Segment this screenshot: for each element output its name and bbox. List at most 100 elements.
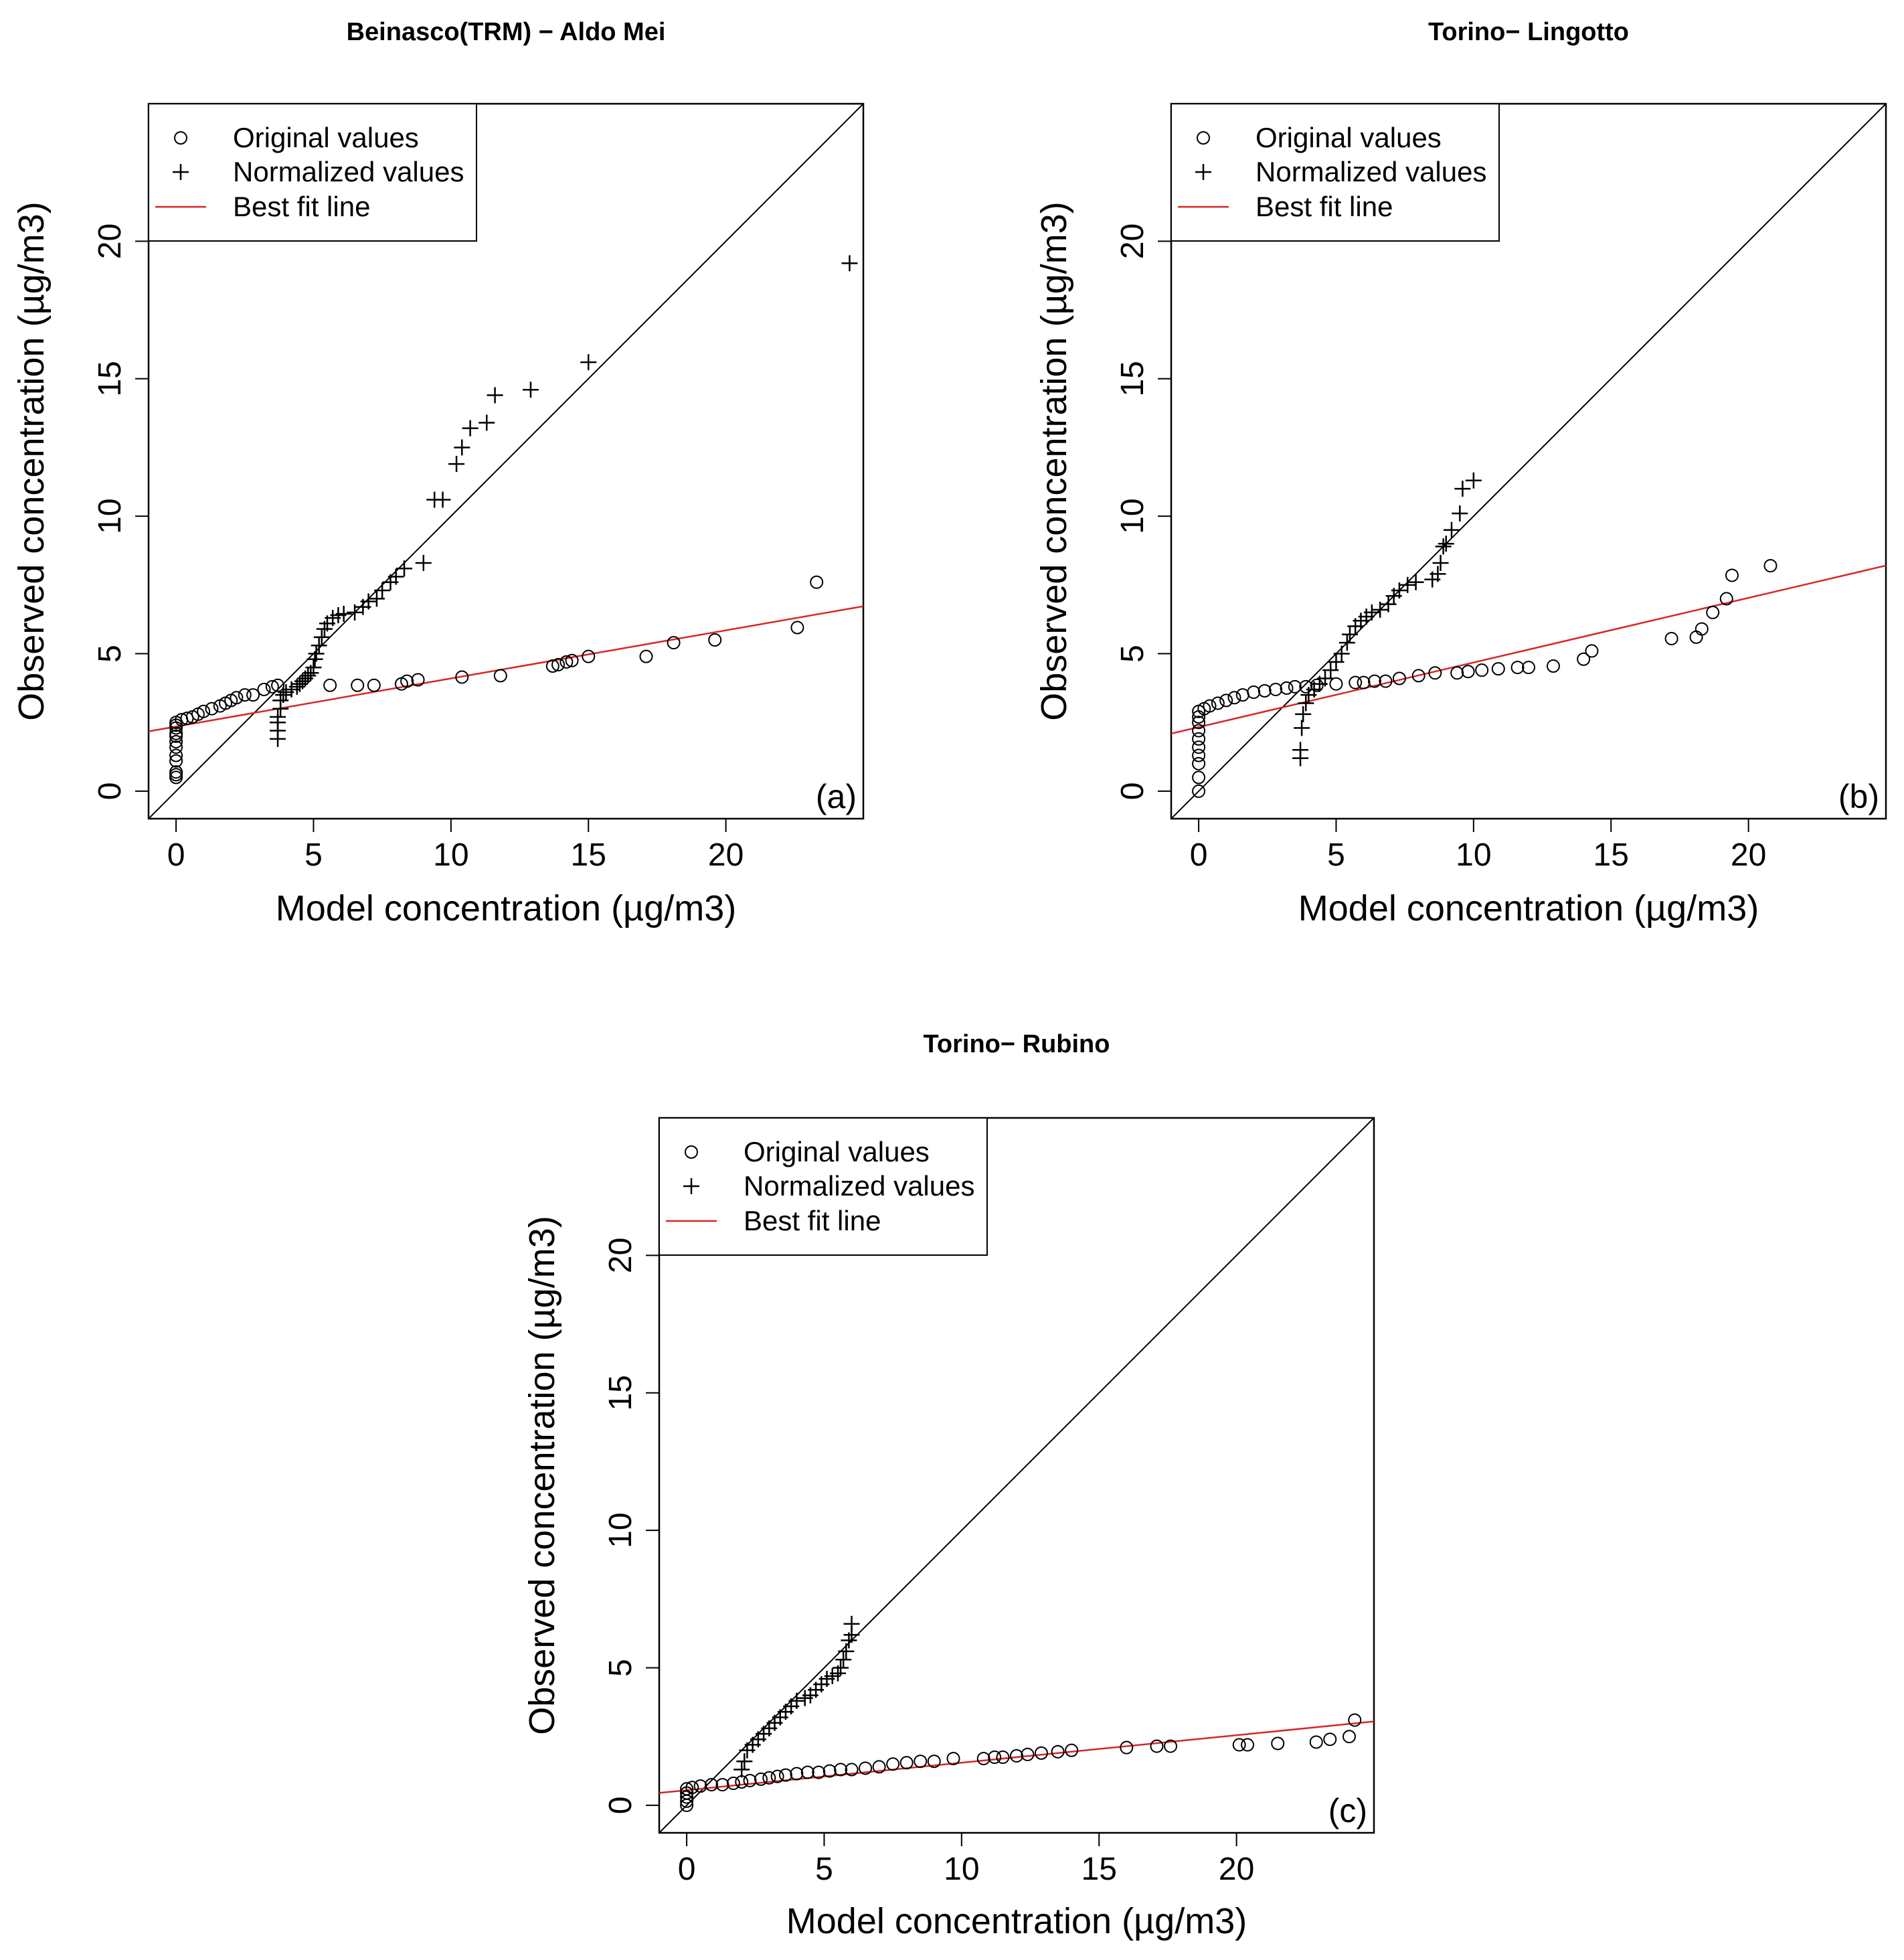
data-point-original [1510, 661, 1525, 675]
data-point-original [1475, 663, 1489, 677]
legend: Original values Normalized values Best f… [659, 1117, 988, 1256]
legend: Original values Normalized values Best f… [1171, 103, 1500, 242]
data-point-normalized [479, 414, 495, 431]
data-point-original [1577, 652, 1591, 666]
panel-label: (b) [1838, 778, 1879, 815]
data-point-normalized [1363, 604, 1380, 621]
data-point-original [1309, 1735, 1323, 1749]
best-fit-line [659, 1720, 1374, 1794]
data-point-original [705, 1778, 719, 1792]
data-point-original [1258, 683, 1272, 698]
data-point-original [1235, 688, 1249, 702]
x-tick-label: 15 [1593, 837, 1629, 873]
data-point-original [1192, 724, 1206, 738]
x-tick-label: 20 [1219, 1852, 1254, 1887]
data-point-original [197, 704, 211, 718]
x-axis: 0 5 10 15 20 [1190, 819, 1766, 873]
panel-label: (c) [1328, 1792, 1367, 1829]
data-point-normalized [313, 629, 330, 645]
data-point-original [800, 1765, 814, 1779]
data-point-original [1706, 605, 1720, 619]
data-point-normalized [1328, 653, 1345, 670]
data-point-original [680, 1782, 694, 1796]
data-point-original [1192, 732, 1206, 746]
x-tick-label: 10 [944, 1852, 979, 1887]
data-point-original [169, 734, 183, 748]
data-point-original [927, 1754, 941, 1769]
x-tick-label: 0 [1190, 837, 1208, 873]
y-axis: 0 5 10 15 20 [92, 224, 149, 800]
y-tick-label: 0 [1115, 783, 1150, 801]
chart-title: Torino− Lingotto [1428, 18, 1629, 46]
data-point-original [1065, 1743, 1079, 1757]
data-point-normalized [580, 354, 597, 371]
legend-plus-icon [683, 1178, 699, 1194]
data-point-original [1349, 675, 1363, 689]
data-point-normalized [308, 645, 325, 662]
y-tick-label: 10 [603, 1512, 638, 1548]
data-point-original [1192, 716, 1206, 730]
data-point-normalized [387, 568, 404, 585]
data-point-original [1280, 681, 1294, 695]
y-tick-label: 20 [92, 224, 128, 259]
data-point-original [1021, 1747, 1035, 1761]
data-point-original [169, 768, 183, 782]
data-point-normalized [1407, 574, 1424, 590]
data-point-normalized [305, 659, 322, 676]
x-axis-title: Model concentration (µg/m3) [1298, 888, 1759, 928]
y-tick-label: 20 [603, 1238, 638, 1273]
data-point-normalized [1465, 472, 1482, 489]
data-point-normalized [1317, 670, 1334, 687]
data-point-original [271, 678, 285, 692]
data-point-original [1192, 784, 1206, 798]
data-point-original [914, 1754, 928, 1769]
x-tick-label: 5 [1327, 837, 1345, 873]
data-point-normalized [270, 709, 286, 726]
x-tick-label: 20 [708, 837, 744, 873]
y-tick-label: 15 [603, 1375, 638, 1410]
data-point-normalized [841, 255, 858, 272]
data-point-normalized [374, 582, 391, 599]
data-point-original [834, 1763, 848, 1777]
data-point-original [1247, 685, 1261, 700]
data-point-original [1392, 671, 1406, 685]
data-point-original [1348, 1713, 1362, 1727]
data-point-original [1450, 666, 1464, 680]
x-tick-label: 15 [571, 837, 606, 873]
data-point-original [400, 674, 414, 688]
data-point-original [1192, 770, 1206, 785]
data-point-normalized [833, 1659, 849, 1676]
data-point-original [246, 688, 260, 702]
data-point-normalized [434, 491, 451, 508]
legend-label-normalized: Normalized values [744, 1170, 974, 1202]
legend-circle-icon [1197, 131, 1210, 145]
data-point-original [1288, 679, 1302, 693]
data-point-original [1719, 592, 1733, 606]
x-axis-title: Model concentration (µg/m3) [276, 888, 736, 928]
data-point-normalized [1438, 536, 1454, 552]
data-point-original [565, 653, 579, 667]
data-point-original [1271, 1736, 1285, 1750]
x-tick-label: 10 [433, 837, 468, 873]
data-points [169, 255, 858, 785]
x-tick-label: 5 [815, 1852, 833, 1887]
data-point-original [726, 1777, 740, 1791]
chart-title: Beinasco(TRM) − Aldo Mei [347, 18, 666, 46]
data-point-original [1034, 1746, 1048, 1760]
data-point-normalized [1380, 596, 1397, 612]
data-point-normalized [843, 1615, 860, 1632]
data-point-original [946, 1752, 960, 1766]
data-point-original [1763, 559, 1778, 573]
data-point-original [455, 670, 469, 684]
data-point-original [754, 1772, 768, 1786]
y-tick-label: 5 [92, 645, 128, 663]
legend-plus-icon [173, 164, 189, 180]
data-point-original [899, 1756, 914, 1770]
data-point-original [411, 673, 425, 687]
data-point-normalized [736, 1753, 753, 1770]
best-fit-line [1171, 564, 1886, 735]
y-tick-label: 10 [1115, 498, 1150, 534]
data-point-original [582, 649, 596, 663]
plot-frame [658, 1117, 1375, 1834]
data-point-normalized [1372, 601, 1389, 618]
